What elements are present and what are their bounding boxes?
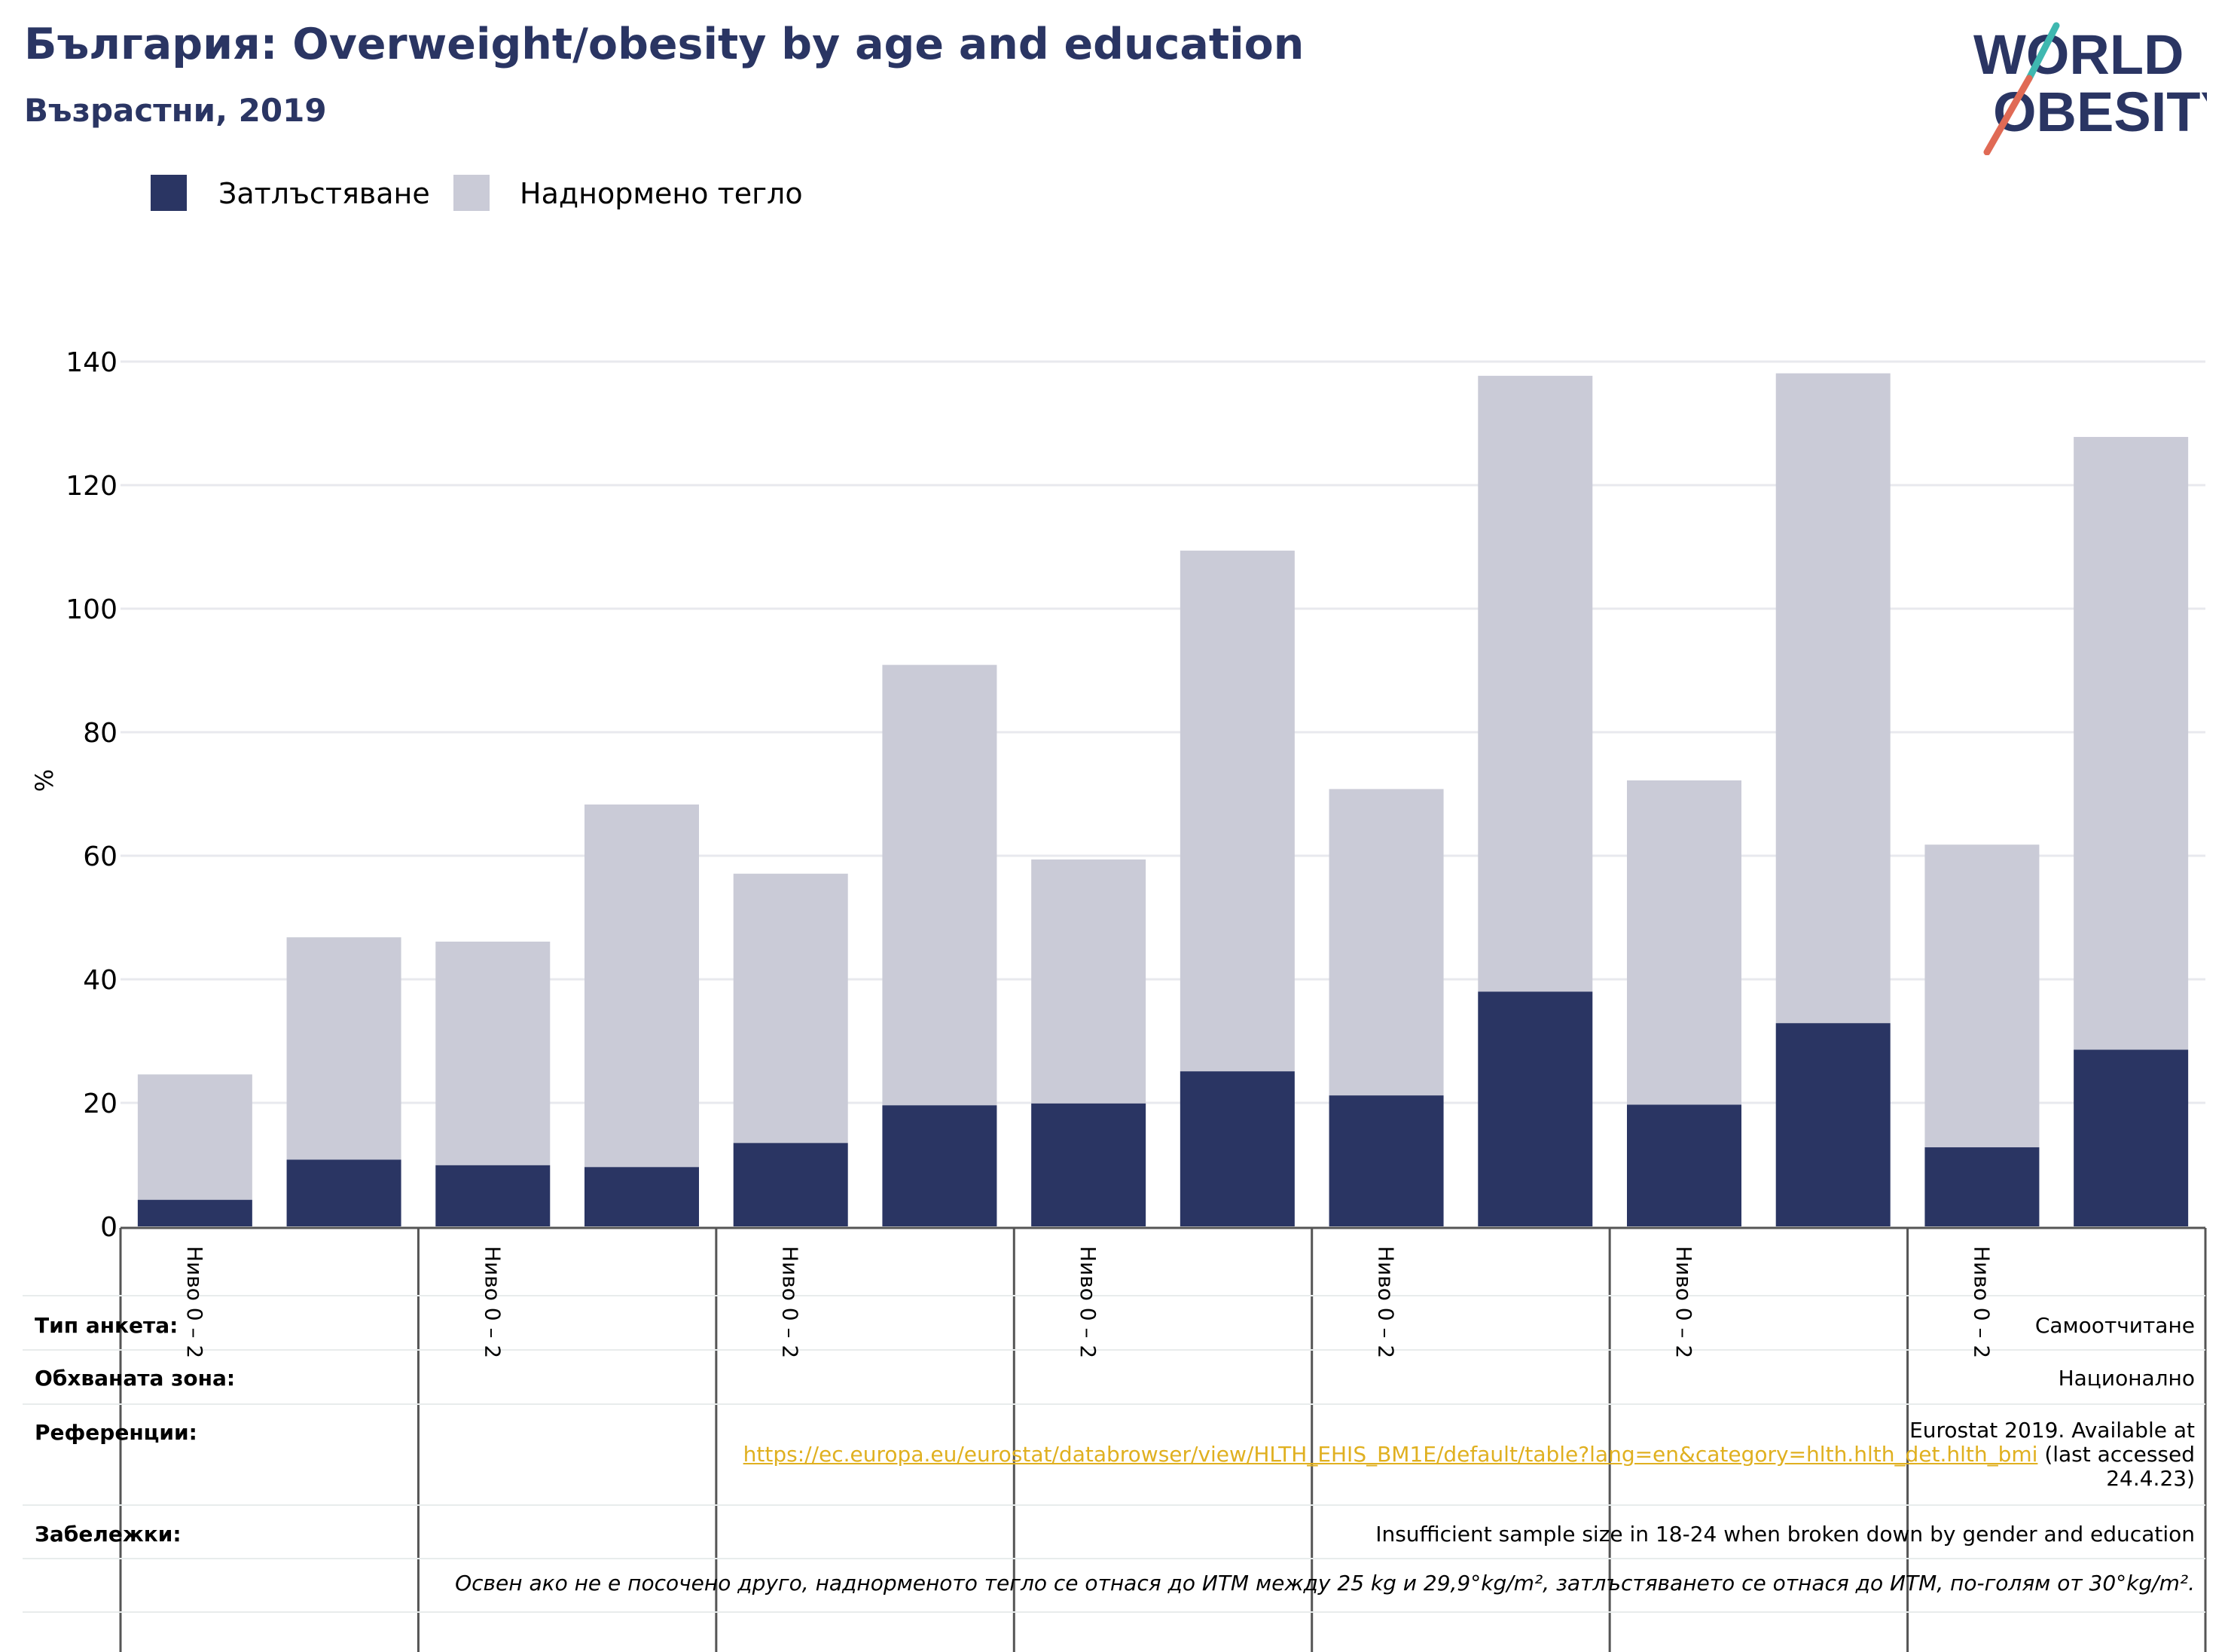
logo-slash-coral [1983,75,2033,155]
legend-swatch-obesity [151,175,187,211]
bar-obesity [733,1143,848,1226]
bar-obesity [1924,1147,2040,1226]
bar-overweight [2074,437,2189,1050]
references-label: Референции: [35,1420,197,1445]
bar-overweight [1031,859,1146,1104]
bar-obesity [882,1105,997,1226]
gridlines [121,360,2205,1104]
y-tick-label: 80 [83,718,118,749]
y-tick-label: 120 [66,471,118,502]
bar-overweight [137,1074,252,1200]
bar-obesity [1329,1095,1444,1226]
y-tick-label: 140 [66,347,118,378]
logo-line2: OBESITY [1993,81,2207,143]
references-line3: 24.4.23) [2106,1466,2195,1491]
legend-label-overweight: Наднормено тегло [520,177,803,210]
chart-subtitle: Възрастни, 2019 [24,92,327,129]
legend: Затлъстяване Наднормено тегло [151,175,803,211]
y-tick-label: 100 [66,594,118,625]
bar-obesity [286,1159,401,1226]
y-tick-label: 20 [83,1089,118,1119]
coverage-label: Обхваната зона: [35,1366,236,1391]
bar-overweight [435,941,551,1165]
bar-obesity [1775,1023,1891,1226]
y-axis-label: % [30,769,59,792]
legend-label-obesity: Затлъстяване [218,177,430,210]
bar-overweight [882,664,997,1106]
chart-title: България: Overweight/obesity by age and … [24,20,1305,69]
bar-obesity [137,1199,252,1226]
x-tick-label: Ниво 0 – 2 [480,1246,505,1358]
bar-overweight [1627,780,1741,1105]
bar-overweight [1478,375,1593,992]
notes-definition: Освен ако не е посочено друго, наднормен… [455,1571,2195,1596]
bar-overweight [1180,550,1295,1072]
bar-obesity [1478,991,1593,1226]
notes-value: Insufficient sample size in 18-24 when b… [1375,1522,2195,1547]
references-value: Eurostat 2019. Available at https://ec.e… [743,1418,2195,1491]
bar-obesity [1627,1104,1741,1226]
bar-overweight [1924,844,2040,1148]
legend-swatch-overweight [453,175,490,211]
bar-overweight [1329,789,1444,1096]
bar-obesity [2074,1049,2189,1226]
bar-obesity [1031,1103,1146,1226]
bar-obesity [1180,1071,1295,1226]
x-tick-label: Ниво 0 – 2 [1969,1246,1994,1358]
y-tick-label: 60 [83,841,118,872]
x-tick-label: Ниво 0 – 2 [778,1246,803,1358]
survey-type-value: Самоотчитане [2034,1313,2195,1338]
notes-label: Забележки: [35,1522,182,1547]
y-tick-label: 0 [100,1212,118,1243]
references-suffix: (last accessed [2037,1442,2195,1467]
coverage-value: Национално [2058,1366,2195,1391]
table-lines [23,1228,2207,1652]
bar-overweight [733,873,848,1144]
bar-obesity [435,1165,551,1226]
logo-slash-teal [2025,22,2060,82]
references-line1: Eurostat 2019. Available at [1909,1418,2195,1443]
bar-obesity [584,1167,699,1226]
bar-overweight [584,804,699,1168]
y-tick-label: 40 [83,965,118,996]
references-line2: https://ec.europa.eu/eurostat/databrowse… [743,1443,2195,1467]
logo-line1: WORLD [1973,23,2184,86]
bars [121,373,2205,1229]
bar-overweight [1775,373,1891,1024]
x-tick-label: Ниво 0 – 2 [1076,1246,1100,1358]
x-axis-labels: Ниво 0 – 2 Ниво 0 – 2 Ниво 0 – 2 Ниво 0 – 2… [182,1246,1995,1358]
bar-overweight [286,937,401,1160]
references-link[interactable]: https://ec.europa.eu/eurostat/databrowse… [743,1442,2038,1467]
x-tick-label: Ниво 0 – 2 [1671,1246,1696,1358]
x-tick-label: Ниво 0 – 2 [182,1246,207,1358]
y-axis-ticks: 0 20 40 60 80 100 120 140 [66,347,118,1243]
x-tick-label: Ниво 0 – 2 [1374,1246,1399,1358]
world-obesity-logo: WORLD OBESITY [1973,22,2207,155]
survey-type-label: Тип анкета: [35,1313,179,1338]
